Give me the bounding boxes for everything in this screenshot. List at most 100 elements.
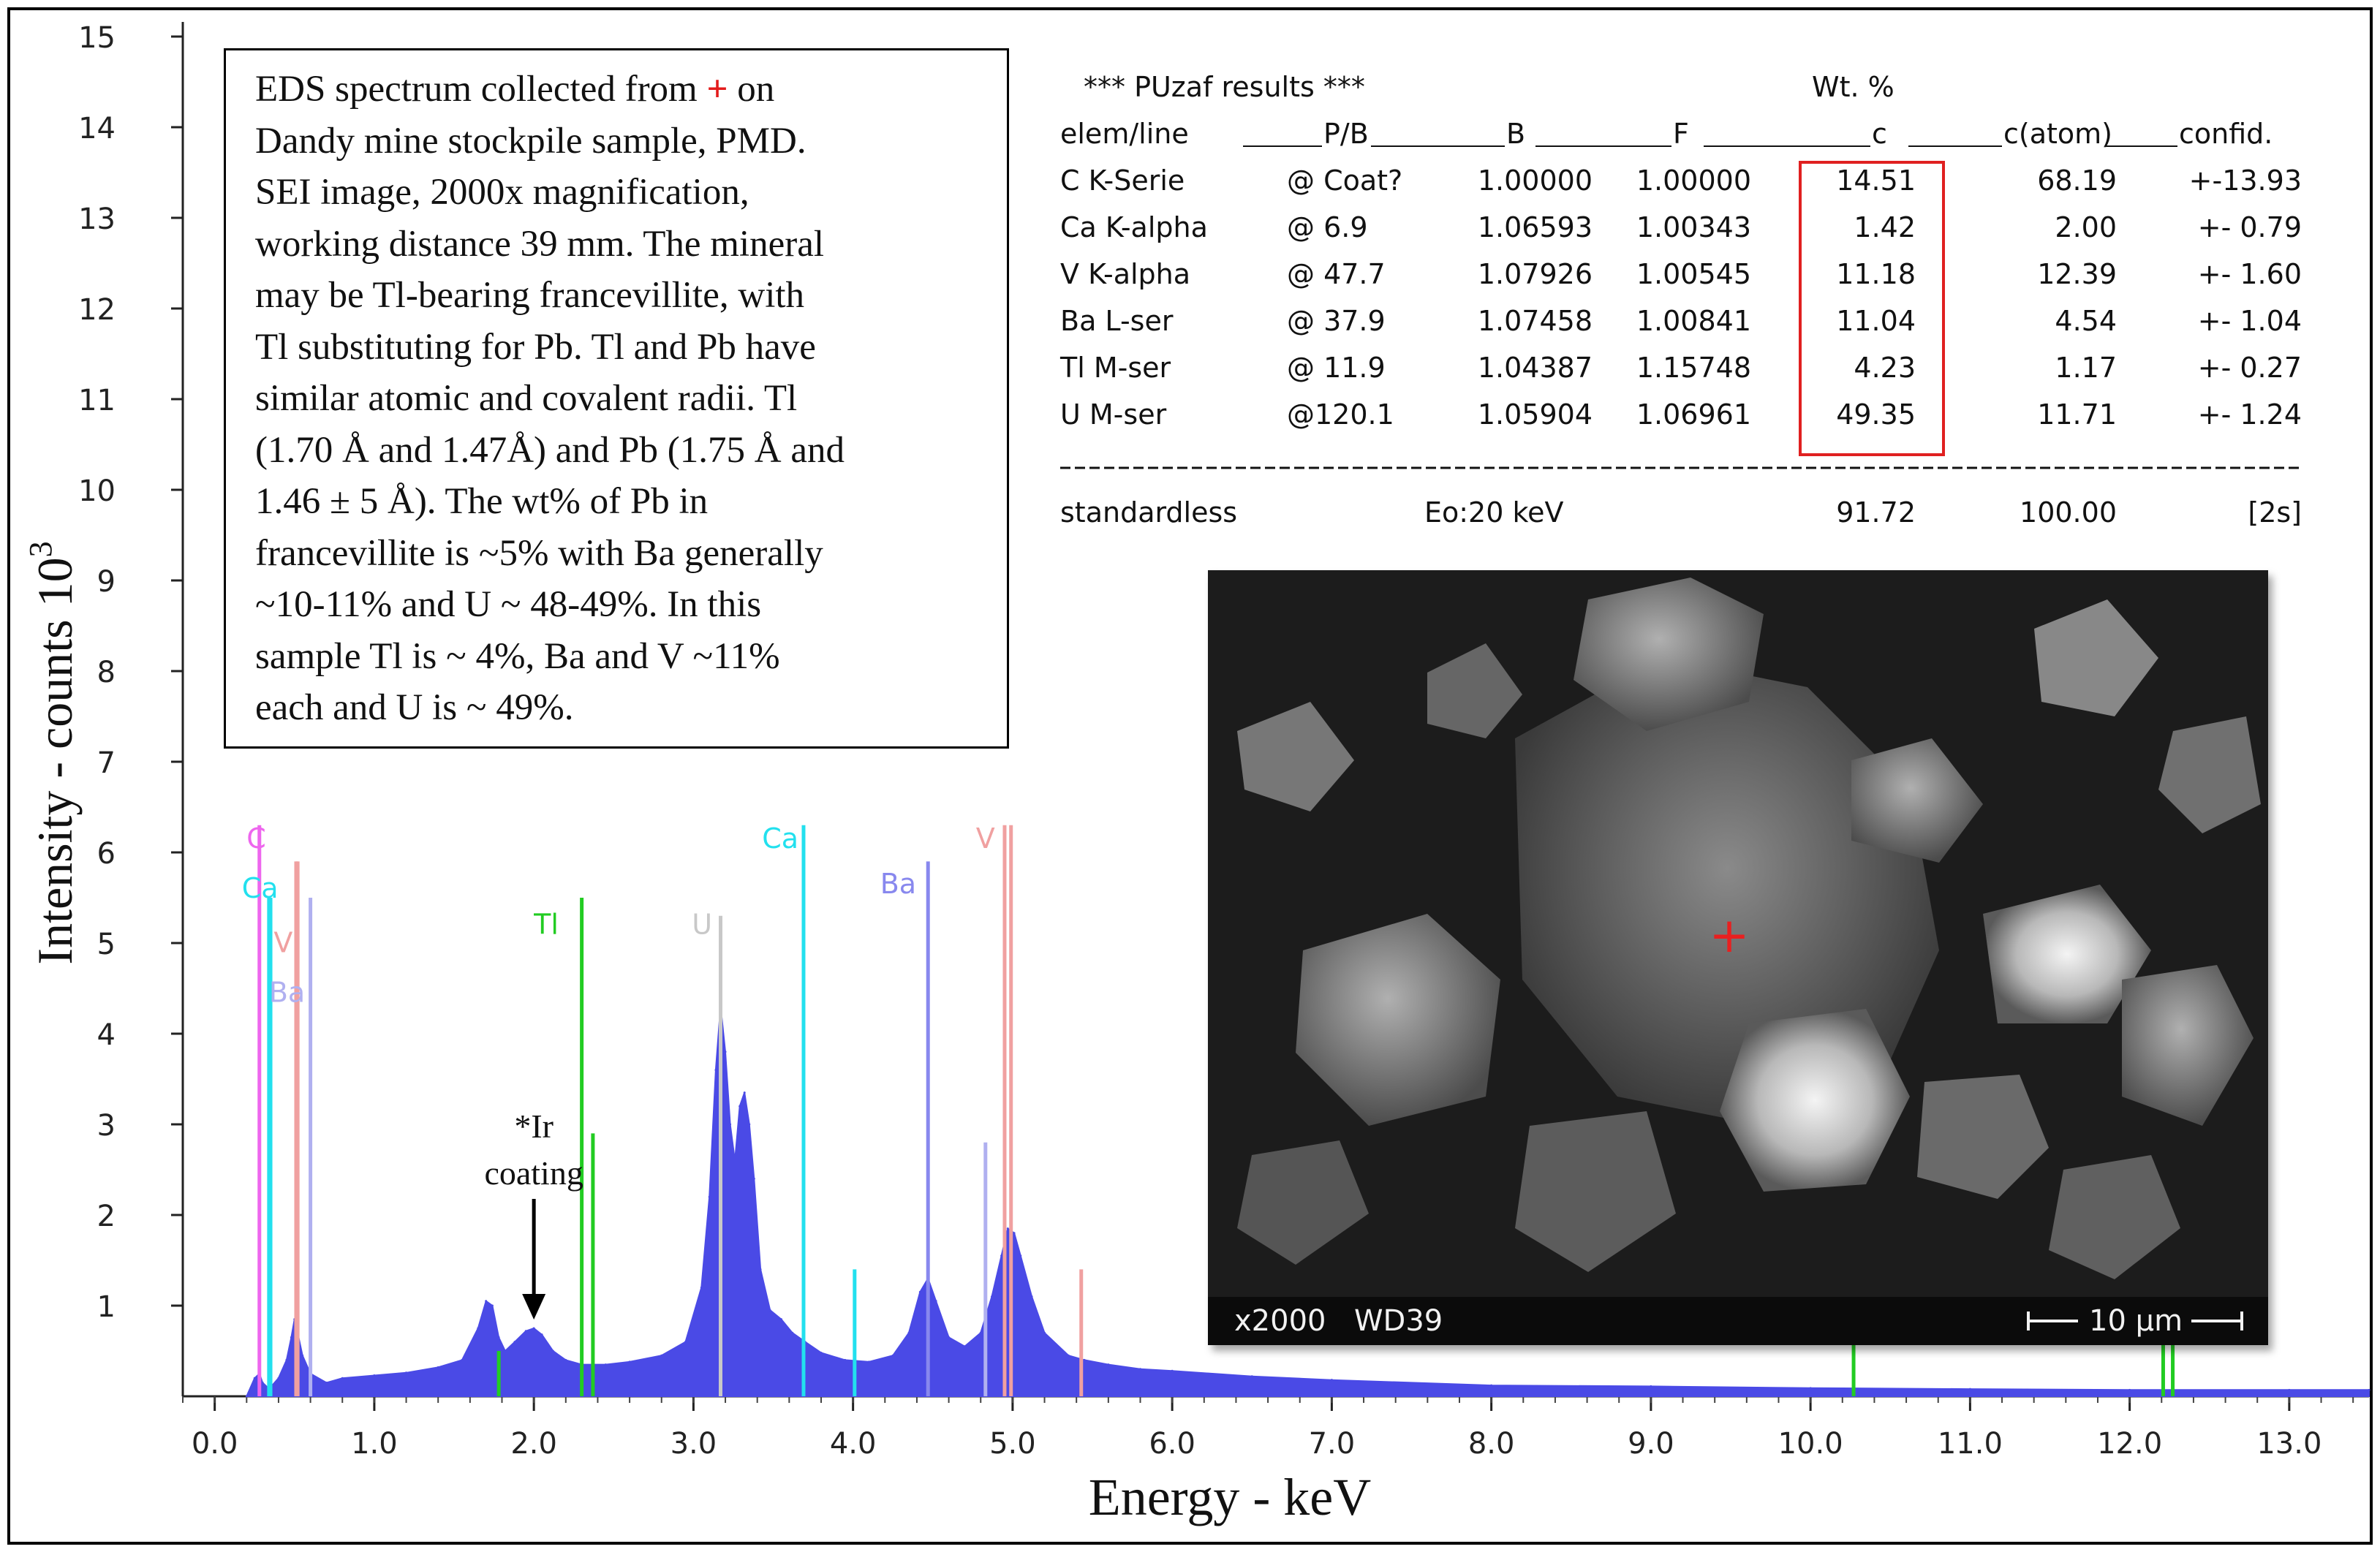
sem-particle xyxy=(1720,1009,1910,1192)
spectrum-point xyxy=(743,1091,746,1094)
y-axis-label: Intensity - counts 103 xyxy=(23,541,83,964)
spectrum-point xyxy=(768,1309,771,1311)
scale-bar-left-line xyxy=(2027,1320,2078,1322)
results-header-cell: confid. xyxy=(2179,118,2273,150)
x-tick-label: 12.0 xyxy=(2097,1427,2162,1461)
results-cell: 1.07926 xyxy=(1478,258,1593,290)
scale-bar-label: 10 µm xyxy=(2089,1304,2183,1338)
element-label-v: V xyxy=(976,822,995,855)
wt-percent-label: Wt. % xyxy=(1812,71,1894,103)
results-cell: @ 11.9 xyxy=(1287,352,1386,384)
info-line: SEI image, 2000x magnification, xyxy=(255,172,749,213)
spectrum-point xyxy=(341,1377,344,1379)
x-tick-label: 3.0 xyxy=(670,1427,717,1461)
results-cell: C K-Serie xyxy=(1060,164,1185,197)
spectrum-point xyxy=(301,1354,304,1357)
element-label-v: V xyxy=(273,926,292,958)
spectrum-point xyxy=(1490,1384,1493,1387)
spectrum-point xyxy=(1013,1232,1016,1235)
results-cell: @ 6.9 xyxy=(1287,211,1368,243)
element-label-layer: C Ca V Ba Tl U Ca Ba V xyxy=(242,822,995,1009)
spectrum-point xyxy=(513,1341,516,1344)
results-cell: 12.39 xyxy=(2037,258,2117,290)
results-cell: 14.51 xyxy=(1836,164,1916,197)
spectrum-point xyxy=(373,1374,376,1377)
x-tick-label: 5.0 xyxy=(989,1427,1036,1461)
results-cell: 1.07458 xyxy=(1478,305,1593,337)
sem-particle xyxy=(1515,1111,1676,1272)
x-tick-label: 10.0 xyxy=(1778,1427,1843,1461)
spectrum-point xyxy=(437,1366,439,1369)
element-label-ba: Ba xyxy=(880,868,916,900)
results-cell: +- 0.27 xyxy=(2198,352,2302,384)
y-tick-label: 6 xyxy=(97,837,116,871)
spectrum-point xyxy=(290,1336,292,1339)
annotation-line1: *Ir xyxy=(514,1108,554,1145)
element-marker-layer xyxy=(257,825,2175,1396)
spectrum-point xyxy=(1083,1358,1086,1361)
spectrum-point xyxy=(891,1354,894,1357)
results-cell: 1.05904 xyxy=(1478,398,1593,431)
sem-particle xyxy=(1851,738,1983,863)
results-cell: 1.04387 xyxy=(1478,352,1593,384)
spectrum-point xyxy=(551,1350,554,1352)
results-cell: 4.23 xyxy=(1854,352,1916,384)
results-footer-cell: 100.00 xyxy=(2020,496,2117,529)
spectrum-point xyxy=(277,1377,280,1379)
spectrum-point xyxy=(844,1358,847,1361)
sem-particle xyxy=(1237,702,1354,811)
x-tick-label: 2.0 xyxy=(510,1427,557,1461)
spectrum-point xyxy=(708,1195,711,1198)
y-tick-label: 11 xyxy=(78,384,116,417)
results-cell: 1.00841 xyxy=(1636,305,1751,337)
results-title: *** PUzaf results *** xyxy=(1084,71,1365,103)
sem-target-marker: + xyxy=(1709,907,1749,964)
results-header-cell: B xyxy=(1506,118,1525,150)
spectrum-point xyxy=(532,1327,535,1330)
spectrum-point xyxy=(724,1051,727,1053)
results-cell: +- 1.04 xyxy=(2198,305,2302,337)
info-line: ~10-11% and U ~ 48-49%. In this xyxy=(255,584,762,625)
spectrum-point xyxy=(948,1336,951,1339)
info-box: EDS spectrum collected from + on Dandy m… xyxy=(224,48,1009,749)
annotation-line2: coating xyxy=(484,1154,583,1192)
sem-micrograph: + xyxy=(1208,570,2268,1297)
spectrum-point xyxy=(2288,1388,2291,1391)
spectrum-point xyxy=(285,1358,288,1361)
results-cell: 1.00000 xyxy=(1636,164,1751,197)
puzaf-results-table: *** PUzaf results *** Wt. % elem/line P/B B F… xyxy=(1059,71,2302,529)
spectrum-point xyxy=(1019,1254,1022,1257)
results-cell: @ Coat? xyxy=(1287,164,1402,197)
sem-particle xyxy=(2122,965,2254,1126)
y-tick-label: 5 xyxy=(97,928,116,961)
x-tick-label: 4.0 xyxy=(830,1427,877,1461)
spectrum-point xyxy=(779,1318,782,1321)
spectrum-point xyxy=(1107,1363,1110,1366)
y-tick-label: 10 xyxy=(78,474,116,508)
results-cell: 1.06961 xyxy=(1636,398,1751,431)
spectrum-point xyxy=(497,1336,500,1339)
spectrum-point xyxy=(729,1123,732,1126)
results-cell: 1.00545 xyxy=(1636,258,1751,290)
results-header-cell: c xyxy=(1872,118,1887,150)
sem-particle xyxy=(1237,1140,1369,1265)
results-footer-cell: standardless xyxy=(1060,496,1237,529)
results-header-cell: c(atom) xyxy=(2003,118,2112,150)
x-tick-label: 1.0 xyxy=(351,1427,398,1461)
sem-particle xyxy=(1574,578,1764,731)
results-header-cell: elem/line xyxy=(1060,118,1189,150)
results-footer-cell: [2s] xyxy=(2248,496,2302,529)
sem-particle xyxy=(1427,643,1522,738)
info-line: Tl substituting for Pb. Tl and Pb have xyxy=(255,326,816,368)
sem-particle xyxy=(2158,716,2261,833)
wt-percent-highlight xyxy=(1799,161,1945,456)
results-footer-cell: Eo:20 keV xyxy=(1424,496,1564,529)
spectrum-point xyxy=(991,1295,994,1298)
results-cell: V K-alpha xyxy=(1060,258,1190,290)
sem-particle xyxy=(1296,914,1500,1126)
element-label-u: U xyxy=(692,909,712,941)
info-line1-text: EDS spectrum collected from xyxy=(255,69,707,110)
spectrum-point xyxy=(1809,1387,1812,1390)
